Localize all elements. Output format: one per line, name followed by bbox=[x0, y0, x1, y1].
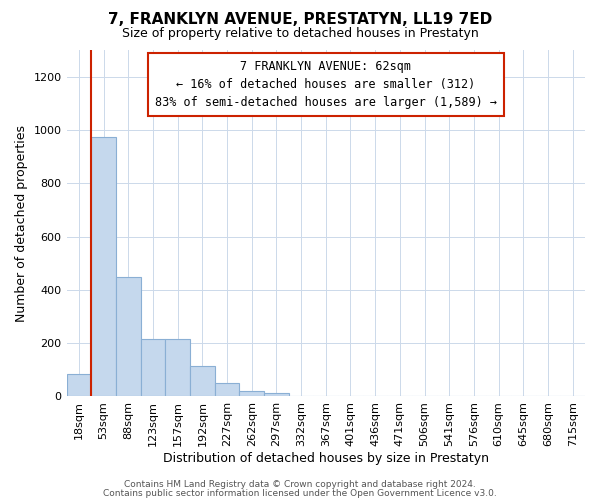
Text: Contains public sector information licensed under the Open Government Licence v3: Contains public sector information licen… bbox=[103, 489, 497, 498]
Bar bbox=[140, 339, 165, 396]
Bar bbox=[165, 339, 190, 396]
Bar bbox=[264, 392, 289, 396]
Bar bbox=[67, 374, 91, 396]
Bar bbox=[215, 383, 239, 396]
Bar bbox=[190, 366, 215, 396]
Bar bbox=[239, 390, 264, 396]
Text: Size of property relative to detached houses in Prestatyn: Size of property relative to detached ho… bbox=[122, 28, 478, 40]
Y-axis label: Number of detached properties: Number of detached properties bbox=[15, 124, 28, 322]
Text: Contains HM Land Registry data © Crown copyright and database right 2024.: Contains HM Land Registry data © Crown c… bbox=[124, 480, 476, 489]
X-axis label: Distribution of detached houses by size in Prestatyn: Distribution of detached houses by size … bbox=[163, 452, 489, 465]
Bar bbox=[91, 136, 116, 396]
Text: 7, FRANKLYN AVENUE, PRESTATYN, LL19 7ED: 7, FRANKLYN AVENUE, PRESTATYN, LL19 7ED bbox=[108, 12, 492, 28]
Text: 7 FRANKLYN AVENUE: 62sqm
← 16% of detached houses are smaller (312)
83% of semi-: 7 FRANKLYN AVENUE: 62sqm ← 16% of detach… bbox=[155, 60, 497, 110]
Bar bbox=[116, 276, 140, 396]
